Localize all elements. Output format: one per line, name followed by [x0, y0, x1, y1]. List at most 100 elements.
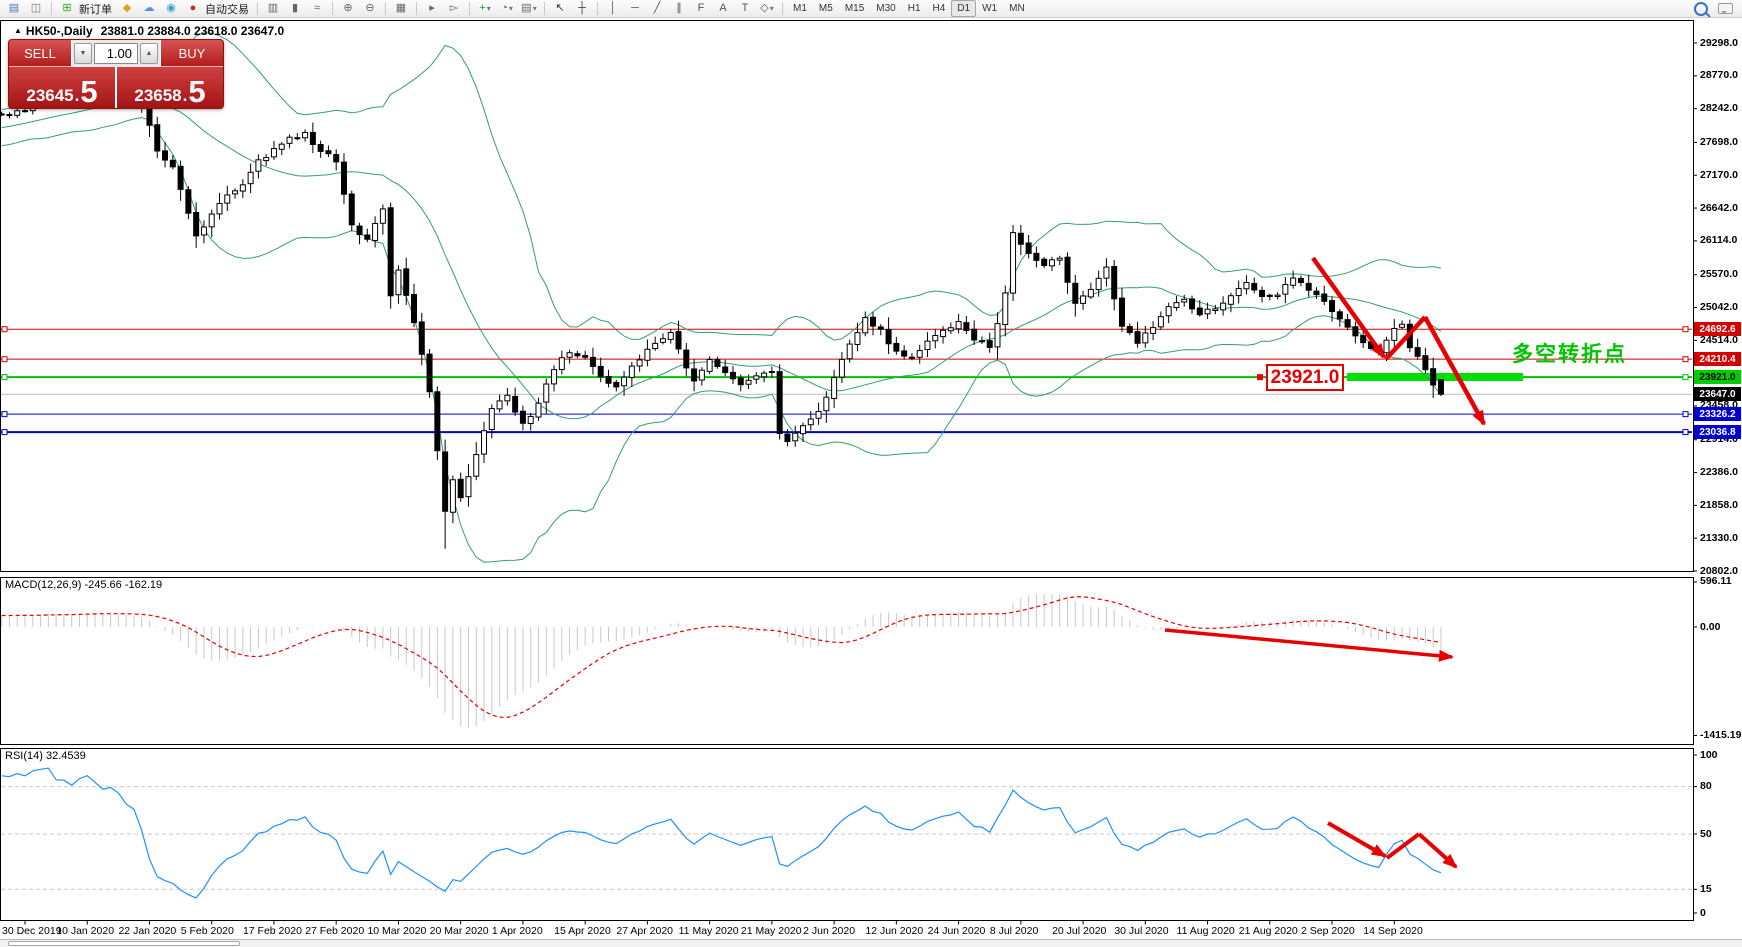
timeframe-m5[interactable]: M5: [818, 3, 833, 14]
pane-frame: [0, 20, 1694, 572]
vertical-line-button[interactable]: │: [602, 1, 624, 16]
candle-down: [356, 225, 363, 236]
timeframe-mn[interactable]: MN: [1009, 3, 1025, 14]
tile-windows-button[interactable]: ▦: [390, 1, 412, 16]
periods-icon: ◔: [501, 2, 508, 14]
candle-down: [613, 381, 620, 388]
main-trend-arrow[interactable]: [1423, 315, 1486, 426]
equidistant-channel-button[interactable]: ∥: [668, 1, 690, 16]
candlestick-chart-button[interactable]: ▮: [284, 1, 306, 16]
candle-down: [901, 350, 908, 357]
price-tick: 21858.0: [1700, 498, 1738, 511]
toolbar-separator: [469, 2, 470, 15]
line-handle[interactable]: [1, 374, 8, 381]
zoom-in-button[interactable]: ⊕: [337, 1, 359, 16]
main-trend-arrow[interactable]: [1311, 256, 1386, 359]
candle-up: [566, 352, 573, 358]
line-handle[interactable]: [1682, 326, 1689, 333]
one-click-trading-panel: SELL ▼ 1.00 ▲ BUY 23645. 5 23658. 5: [8, 39, 224, 109]
main-trend-arrow[interactable]: [1384, 315, 1427, 361]
candle-down: [691, 368, 698, 382]
candle-up: [200, 226, 207, 236]
horizontal-line-button[interactable]: ─: [624, 1, 646, 16]
candle-up: [1204, 308, 1211, 315]
add-indicator-button[interactable]: + ▾: [474, 1, 496, 16]
new-order-icon: ⊞: [62, 2, 72, 14]
timeframe-m1[interactable]: M1: [793, 3, 807, 14]
toolbar-separator: [51, 2, 52, 15]
candle-up: [955, 321, 962, 330]
timeframe-m15[interactable]: M15: [844, 3, 865, 14]
chat-icon[interactable]: [1718, 3, 1733, 14]
new-order-button[interactable]: ⊞: [56, 1, 78, 16]
trendline-button[interactable]: ╱: [646, 1, 668, 16]
candle-down: [714, 359, 721, 368]
timeframe-w1[interactable]: W1: [982, 3, 998, 14]
text-label-button[interactable]: T: [734, 1, 756, 16]
line-handle[interactable]: [1, 326, 8, 333]
candle-up: [1282, 284, 1289, 295]
candle-down: [1305, 282, 1312, 291]
autotrading-button[interactable]: ●: [182, 1, 204, 16]
candle-down: [893, 342, 900, 352]
candle-up: [286, 136, 293, 144]
sell-button[interactable]: SELL: [9, 40, 71, 67]
line-chart-button[interactable]: ≈: [306, 1, 328, 16]
candle-up: [846, 343, 853, 360]
crosshair-button[interactable]: ┼: [571, 1, 593, 16]
candle-down: [1017, 232, 1024, 245]
macd-trend-arrow[interactable]: [1164, 628, 1454, 662]
autotrading-label[interactable]: 自动交易: [205, 3, 249, 16]
rsi-trend-arrow[interactable]: [1385, 832, 1421, 860]
pivot-price-label[interactable]: 23921.0: [1266, 364, 1344, 391]
volume-input[interactable]: 1.00: [94, 43, 138, 64]
timeframe-d1[interactable]: D1: [951, 0, 977, 17]
line-handle[interactable]: [1682, 411, 1689, 418]
mql-market-button[interactable]: ◆: [116, 1, 138, 16]
line-handle[interactable]: [1, 411, 8, 418]
signals-button[interactable]: ◉: [160, 1, 182, 16]
timeframe-h4[interactable]: H4: [932, 3, 946, 14]
new-chart-icon: ▤: [8, 2, 20, 14]
virtual-hosting-button[interactable]: ☁: [138, 1, 160, 16]
bar-chart-button[interactable]: ▥: [262, 1, 284, 16]
rsi-trend-arrow[interactable]: [1417, 832, 1458, 869]
candle-down: [1072, 282, 1079, 304]
price-tick: 25042.0: [1700, 300, 1738, 313]
bollinger-band-u: [1, 32, 1442, 341]
ohlc-values: 23881.0 23884.0 23618.0 23647.0: [100, 24, 285, 38]
pivot-box-handle[interactable]: [1257, 374, 1263, 381]
line-handle[interactable]: [1682, 374, 1689, 381]
line-handle[interactable]: [1, 356, 8, 363]
candle-down: [986, 340, 993, 348]
collapse-arrow-icon[interactable]: ▲: [14, 26, 22, 35]
search-icon[interactable]: [1694, 1, 1708, 16]
rsi-trend-arrow[interactable]: [1326, 821, 1387, 858]
candle-up: [527, 416, 534, 425]
cursor-button[interactable]: ↖: [549, 1, 571, 16]
buy-price[interactable]: 23658. 5: [117, 67, 223, 108]
templates-button[interactable]: ▤ ▾: [518, 1, 540, 16]
text-button[interactable]: A: [712, 1, 734, 16]
auto-scroll-button[interactable]: ▸: [421, 1, 443, 16]
fibonacci-button[interactable]: F: [690, 1, 712, 16]
new-chart-button[interactable]: ▤: [3, 1, 25, 16]
line-handle[interactable]: [1, 429, 8, 436]
volume-decrease-button[interactable]: ▼: [74, 43, 92, 64]
line-handle[interactable]: [1682, 429, 1689, 436]
timeframe-h1[interactable]: H1: [907, 3, 921, 14]
zoom-out-button[interactable]: ⊖: [359, 1, 381, 16]
candle-up: [1243, 282, 1250, 290]
sell-price[interactable]: 23645. 5: [9, 67, 117, 108]
new-order-label[interactable]: 新订单: [79, 3, 112, 16]
chart-shift-button[interactable]: ▻: [443, 1, 465, 16]
timeframe-m30[interactable]: M30: [876, 3, 896, 14]
line-handle[interactable]: [1682, 356, 1689, 363]
periods-button[interactable]: ◔ ▾: [496, 1, 518, 16]
buy-button[interactable]: BUY: [161, 40, 223, 67]
arrows-button[interactable]: ◇ ▾: [756, 1, 778, 16]
chart-preview-button[interactable]: ◫: [25, 1, 47, 16]
volume-increase-button[interactable]: ▲: [140, 43, 158, 64]
scrollbar-thumb[interactable]: [8, 941, 240, 946]
